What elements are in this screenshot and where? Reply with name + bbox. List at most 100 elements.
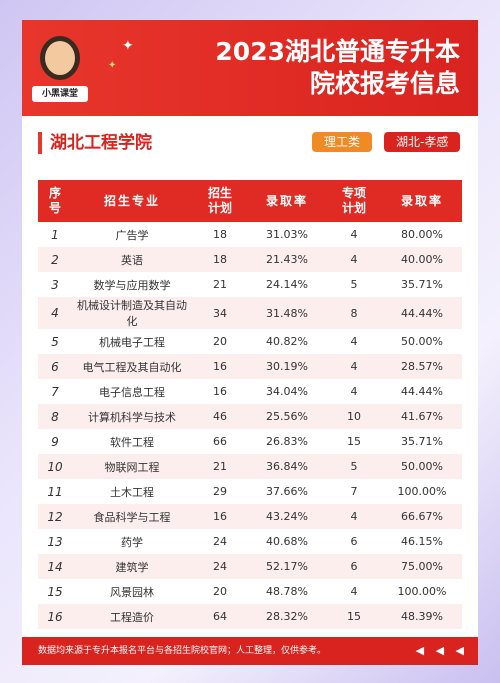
table-cell: 14	[38, 554, 72, 579]
table-cell: 16	[192, 354, 248, 379]
table-cell: 电子信息工程	[99, 385, 165, 399]
table-row: 6 电气工程及其自动化 16 30.19% 4 28.57%	[38, 354, 462, 379]
column-header-text: 招生计划	[207, 186, 232, 215]
table-cell: 66	[213, 435, 227, 448]
table-row: 2 英语 18 21.43% 4 40.00%	[38, 247, 462, 272]
table-cell: 工程造价	[72, 604, 192, 629]
title-line: 院校报考信息	[309, 69, 460, 98]
table-cell: 7	[350, 485, 358, 498]
table-cell: 44.44%	[382, 297, 462, 329]
logo: 小黑课堂	[32, 32, 88, 104]
table-cell: 100.00%	[397, 485, 447, 498]
column-header: 专项计划	[326, 180, 382, 222]
table-row: 9 软件工程 66 26.83% 15 35.71%	[38, 429, 462, 454]
table-cell: 6	[326, 554, 382, 579]
table-cell: 80.00%	[401, 228, 443, 241]
table-cell: 41.67%	[382, 404, 462, 429]
table-cell: 36.84%	[248, 454, 326, 479]
table-row: 3 数学与应用数学 21 24.14% 5 35.71%	[38, 272, 462, 297]
column-header-text: 录取率	[265, 193, 308, 208]
table-cell: 12	[38, 504, 72, 529]
table-cell: 4	[350, 335, 358, 348]
table-cell: 18	[213, 228, 227, 241]
table-cell: 6	[350, 535, 358, 548]
column-header-text: 录取率	[400, 193, 443, 208]
table-cell: 7	[51, 384, 59, 399]
table-cell: 30.19%	[248, 354, 326, 379]
table-cell: 25.56%	[248, 404, 326, 429]
table-cell: 计算机科学与技术	[72, 404, 192, 429]
table-row: 14 建筑学 24 52.17% 6 75.00%	[38, 554, 462, 579]
table-cell: 26.83%	[266, 435, 308, 448]
table-cell: 11	[47, 484, 63, 499]
table-row: 15 风景园林 20 48.78% 4 100.00%	[38, 579, 462, 604]
table-cell: 24	[213, 535, 227, 548]
table-cell: 20	[213, 335, 227, 348]
table-cell: 34	[192, 297, 248, 329]
table-cell: 4	[326, 504, 382, 529]
table-cell: 20	[213, 585, 227, 598]
table-cell: 16	[38, 604, 72, 629]
table-body: 1 广告学 18 31.03% 4 80.00% 2 英语 18 21.43% 4 40.00% 3 数学…	[38, 222, 462, 629]
table-cell: 50.00%	[401, 335, 443, 348]
table-cell: 6	[38, 354, 72, 379]
table-cell: 31.48%	[248, 297, 326, 329]
table: 序号 招生专业 招生计划 录取率 专项计划 录取率 1 广告学 18 31.03% 4 80.00%…	[38, 180, 462, 629]
table-cell: 8	[326, 297, 382, 329]
table-cell: 16	[192, 504, 248, 529]
table-cell: 18	[192, 247, 248, 272]
column-header: 录取率	[248, 180, 326, 222]
table-row: 4 机械设计制造及其自动化 34 31.48% 8 44.44%	[38, 297, 462, 329]
table-cell: 5	[350, 278, 358, 291]
table-row: 7 电子信息工程 16 34.04% 4 44.44%	[38, 379, 462, 404]
title-line: 2023湖北普通专升本	[215, 37, 460, 66]
table-cell: 15	[47, 584, 63, 599]
table-cell: 21	[192, 454, 248, 479]
table-cell: 44.44%	[401, 385, 443, 398]
table-cell: 29	[213, 485, 227, 498]
table-cell: 40.00%	[382, 247, 462, 272]
section-title: 湖北工程学院	[38, 132, 152, 154]
table-cell: 机械设计制造及其自动化	[72, 297, 192, 329]
column-header: 招生计划	[192, 180, 248, 222]
table-cell: 16	[213, 385, 227, 398]
table-cell: 35.71%	[401, 278, 443, 291]
table-cell: 31.03%	[266, 228, 308, 241]
table-cell: 34.04%	[266, 385, 308, 398]
title: 2023湖北普通专升本 院校报考信息	[215, 36, 460, 100]
table-cell: 35.71%	[401, 435, 443, 448]
footer-note: 数据均来源于专升本报名平台与各招生院校官网；人工整理，仅供参考。	[38, 646, 327, 656]
arrows: ◀ ◀ ◀	[415, 644, 468, 657]
table-cell: 15	[326, 604, 382, 629]
table-cell: 13	[47, 534, 63, 549]
table-cell: 21	[213, 278, 227, 291]
table-cell: 数学与应用数学	[93, 278, 171, 292]
table-cell: 100.00%	[397, 585, 447, 598]
table-row: 1 广告学 18 31.03% 4 80.00%	[38, 222, 462, 247]
sparkle: ✦	[122, 38, 134, 54]
table-cell: 48.39%	[382, 604, 462, 629]
table-cell: 46	[192, 404, 248, 429]
table-row: 12 食品科学与工程 16 43.24% 4 66.67%	[38, 504, 462, 529]
table-cell: 28.57%	[382, 354, 462, 379]
table-cell: 风景园林	[110, 585, 154, 599]
table-cell: 5	[326, 454, 382, 479]
table-cell: 4	[326, 354, 382, 379]
table-cell: 3	[51, 277, 59, 292]
table-cell: 24	[192, 554, 248, 579]
table-cell: 15	[347, 435, 361, 448]
logo-face	[40, 36, 80, 80]
table-cell: 8	[38, 404, 72, 429]
table-cell: 10	[326, 404, 382, 429]
column-header-text: 招生专业	[103, 193, 160, 208]
table-cell: 50.00%	[382, 454, 462, 479]
column-header-text: 专项计划	[341, 186, 366, 215]
table-cell: 52.17%	[248, 554, 326, 579]
table-cell: 48.78%	[266, 585, 308, 598]
table-cell: 土木工程	[110, 485, 154, 499]
table-cell: 机械电子工程	[99, 335, 165, 349]
card: 小黑课堂 ✦ ✦ 2023湖北普通专升本 院校报考信息 湖北工程学院 理工类 湖…	[22, 20, 478, 665]
column-header-text: 序号	[48, 186, 61, 215]
table-cell: 食品科学与工程	[72, 504, 192, 529]
